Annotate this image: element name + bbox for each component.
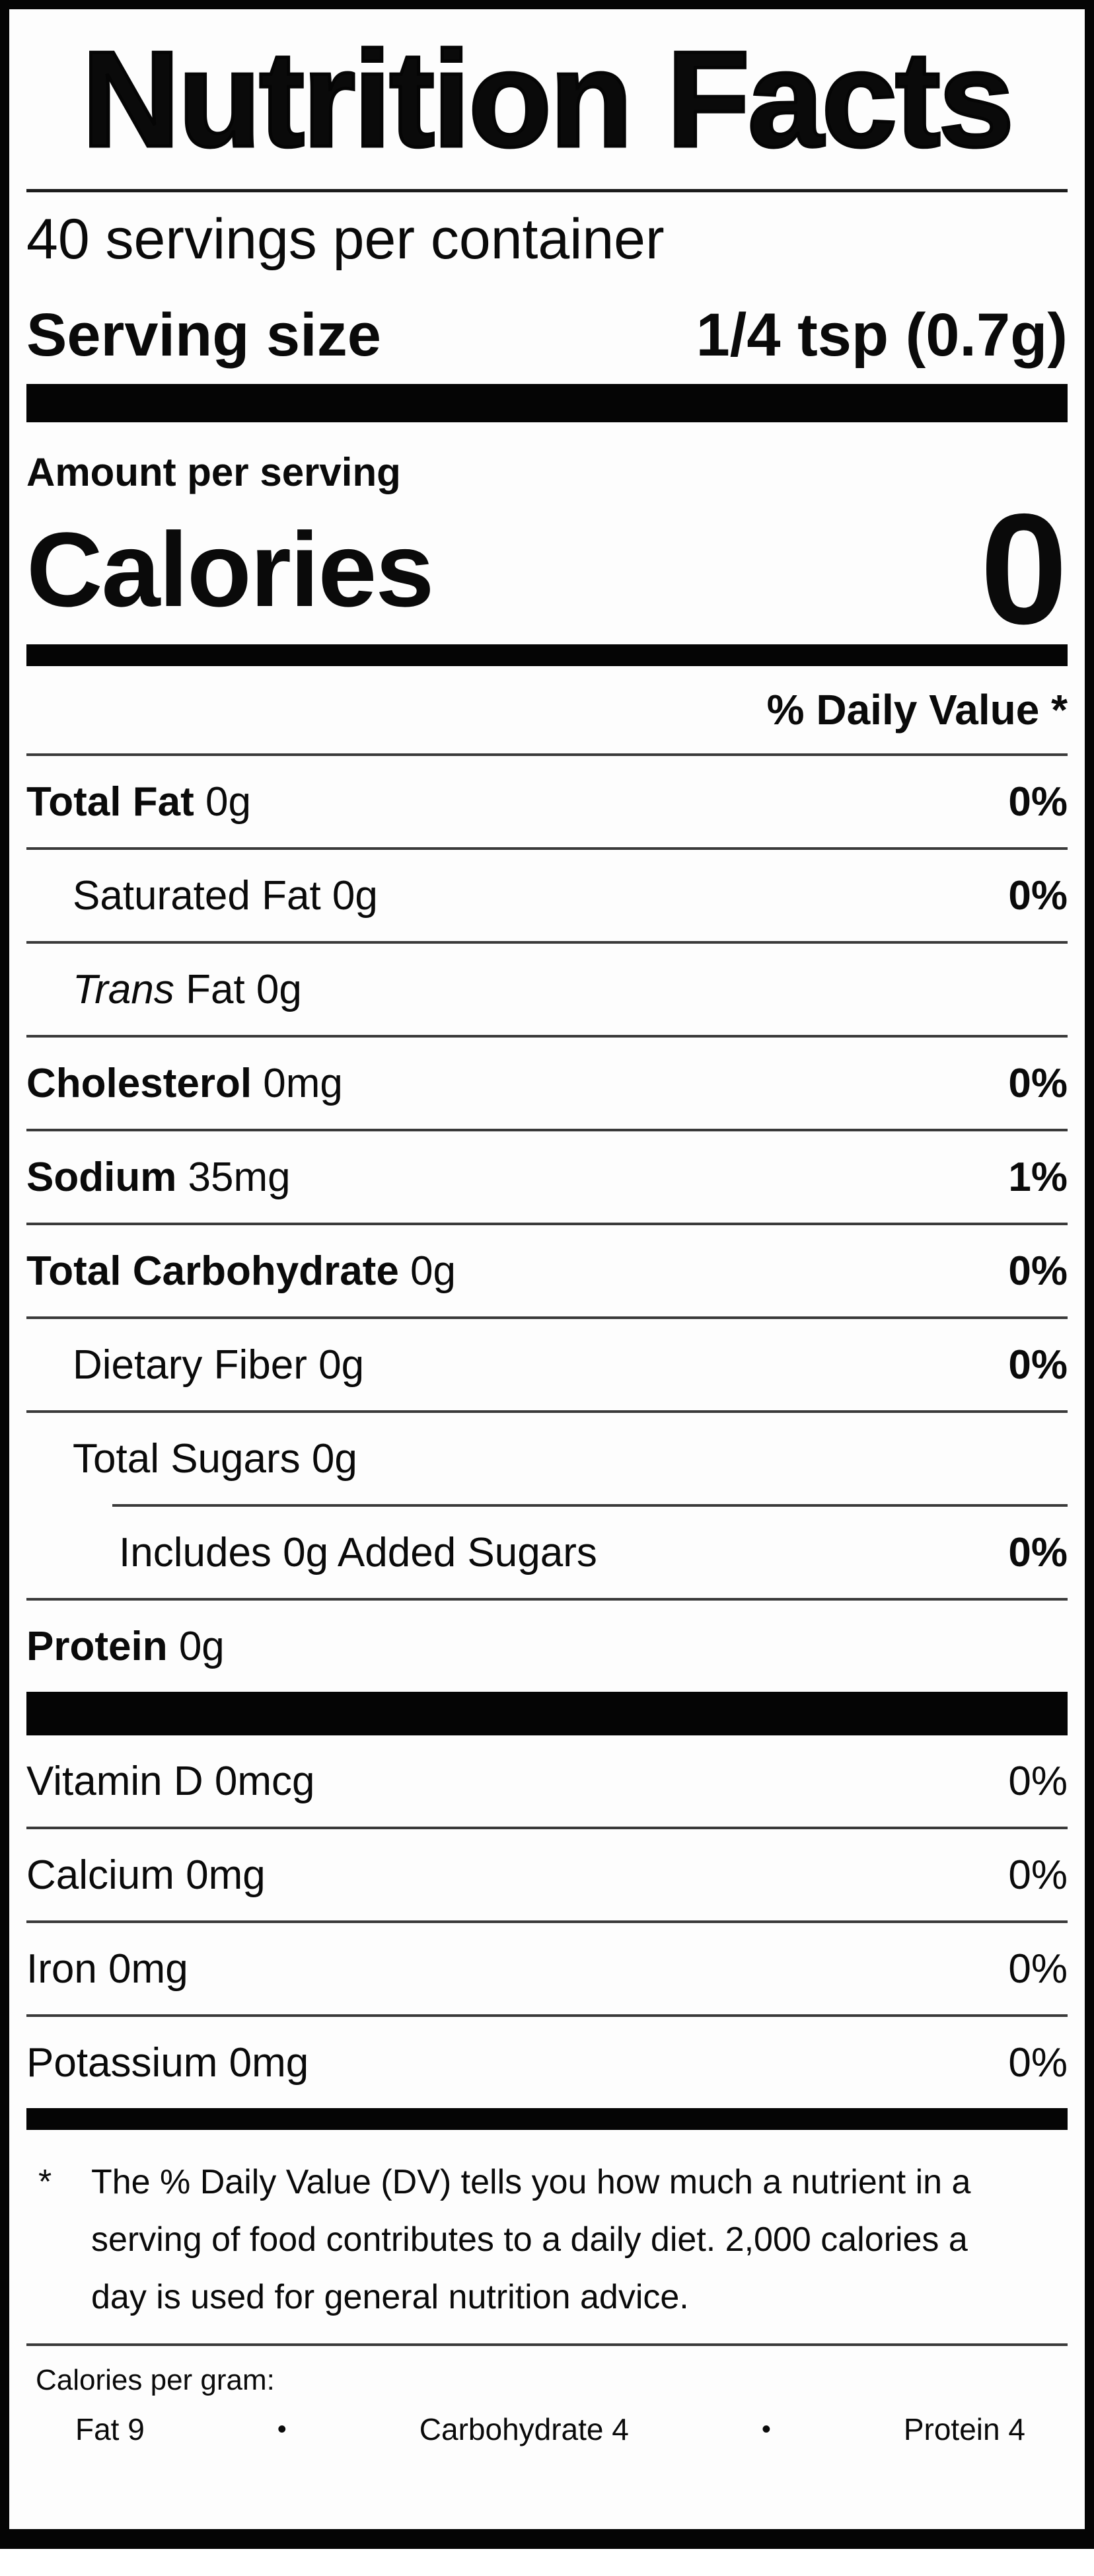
vitamin-name: Vitamin D 0mcg (26, 1758, 315, 1804)
nutrient-name: Dietary Fiber 0g (73, 1342, 365, 1388)
calories-per-gram-values: Fat 9 • Carbohydrate 4 • Protein 4 (26, 2408, 1068, 2450)
thick-bar-before-footnote (26, 2108, 1068, 2130)
vitamin-row-potassium: Potassium 0mg 0% (26, 2017, 1068, 2108)
nutrient-dv: 0% (1008, 1342, 1068, 1388)
footnote-asterisk: * (38, 2163, 52, 2201)
nutrient-dv: 0% (1008, 1060, 1068, 1106)
thick-bar-before-vitamins (26, 1692, 1068, 1735)
nutrient-name: Sodium 35mg (26, 1154, 291, 1200)
bullet-icon: • (277, 2415, 287, 2444)
footnote-text: The % Daily Value (DV) tells you how muc… (91, 2163, 971, 2316)
nutrient-name: Protein 0g (26, 1623, 225, 1669)
calories-value: 0 (980, 482, 1068, 657)
bullet-icon: • (761, 2415, 771, 2444)
vitamin-name: Iron 0mg (26, 1946, 188, 1992)
nutrient-row-total-fat: Total Fat 0g 0% (26, 756, 1068, 850)
nutrient-row-total-carbohydrate: Total Carbohydrate 0g 0% (26, 1225, 1068, 1319)
daily-value-header: % Daily Value * (766, 686, 1068, 734)
separator (26, 753, 1068, 756)
nutrient-row-saturated-fat: Saturated Fat 0g 0% (26, 850, 1068, 944)
vitamin-row-calcium: Calcium 0mg 0% (26, 1829, 1068, 1923)
nutrient-name: Total Carbohydrate 0g (26, 1248, 456, 1294)
nutrient-dv: 0% (1008, 778, 1068, 825)
bar-below-calories (26, 644, 1068, 666)
nutrient-name: Saturated Fat 0g (73, 872, 378, 919)
vitamin-dv: 0% (1008, 1852, 1068, 1898)
nutrient-name: Total Fat 0g (26, 778, 251, 825)
vitamin-dv: 0% (1008, 2039, 1068, 2086)
serving-size-label: Serving size (26, 301, 381, 369)
nutrient-name: Total Sugars 0g (73, 1435, 357, 1482)
nutrient-name: Includes 0g Added Sugars (119, 1529, 597, 1575)
servings-per-container: 40 servings per container (26, 207, 665, 271)
nutrient-row-cholesterol: Cholesterol 0mg 0% (26, 1038, 1068, 1131)
cpg-protein: Protein 4 (903, 2412, 1025, 2446)
daily-value-footnote: * The % Daily Value (DV) tells you how m… (26, 2154, 1068, 2326)
separator (26, 2343, 1068, 2346)
nutrient-row-sodium: Sodium 35mg 1% (26, 1131, 1068, 1225)
vitamin-row-iron: Iron 0mg 0% (26, 1923, 1068, 2017)
nutrient-row-trans-fat: Trans Fat 0g (26, 944, 1068, 1038)
nutrient-row-total-sugars: Total Sugars 0g (26, 1413, 1068, 1504)
vitamin-name: Potassium 0mg (26, 2039, 309, 2086)
nutrient-row-protein: Protein 0g (26, 1601, 1068, 1692)
nutrient-row-added-sugars: Includes 0g Added Sugars 0% (26, 1507, 1068, 1601)
cpg-fat: Fat 9 (75, 2412, 145, 2446)
serving-size-row: Serving size 1/4 tsp (0.7g) (26, 286, 1068, 384)
nutrient-dv: 0% (1008, 1248, 1068, 1294)
nutrient-dv: 1% (1008, 1154, 1068, 1200)
serving-size-value: 1/4 tsp (0.7g) (696, 301, 1068, 369)
thick-bar-top (26, 384, 1068, 422)
label-title: Nutrition Facts (80, 21, 1015, 176)
nutrient-row-dietary-fiber: Dietary Fiber 0g 0% (26, 1319, 1068, 1413)
vitamin-dv: 0% (1008, 1946, 1068, 1992)
vitamin-row-vitamin-d: Vitamin D 0mcg 0% (26, 1735, 1068, 1829)
nutrient-name: Cholesterol 0mg (26, 1060, 343, 1106)
calories-label: Calories (26, 510, 434, 628)
separator-indented (112, 1504, 1068, 1507)
calories-row: Calories 0 (26, 491, 1068, 648)
nutrient-dv: 0% (1008, 1529, 1068, 1575)
vitamin-dv: 0% (1008, 1758, 1068, 1804)
calories-per-gram-heading: Calories per gram: (36, 2364, 275, 2396)
amount-per-serving: Amount per serving (26, 450, 401, 494)
vitamin-name: Calcium 0mg (26, 1852, 266, 1898)
nutrient-name: Trans Fat 0g (73, 966, 302, 1012)
title-divider (26, 189, 1068, 192)
nutrient-dv: 0% (1008, 872, 1068, 919)
cpg-carbohydrate: Carbohydrate 4 (419, 2412, 629, 2446)
